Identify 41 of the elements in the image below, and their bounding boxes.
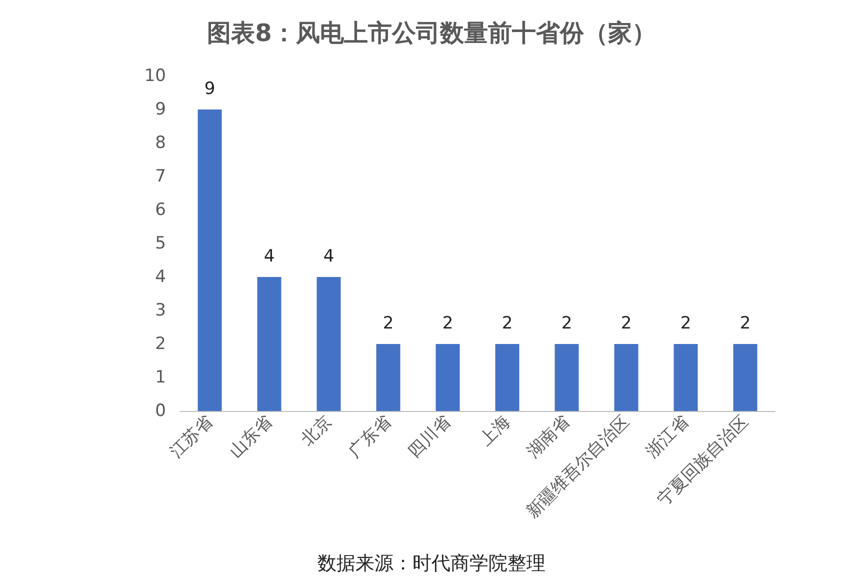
data-label: 2 [740, 314, 751, 334]
data-label: 2 [561, 314, 572, 334]
bar [436, 344, 460, 411]
source-note: 数据来源：时代商学院整理 [318, 552, 546, 574]
bar [674, 344, 698, 411]
y-tick-label: 1 [155, 368, 166, 388]
y-tick-label: 6 [155, 200, 166, 220]
x-tick-label: 湖南省 [524, 412, 574, 462]
y-tick-label: 4 [155, 267, 166, 287]
y-tick-label: 9 [155, 100, 166, 120]
y-tick-label: 0 [155, 401, 166, 421]
bar [257, 277, 282, 411]
y-tick-label: 7 [155, 166, 166, 186]
data-label: 4 [264, 246, 275, 266]
y-tick-label: 10 [144, 66, 166, 86]
data-label: 2 [502, 314, 513, 334]
y-tick-label: 2 [155, 334, 166, 354]
bar [316, 277, 341, 411]
bar [614, 344, 638, 411]
chart-title: 图表8：风电上市公司数量前十省份（家） [207, 19, 656, 47]
x-tick-label: 江苏省 [166, 412, 217, 462]
x-tick-label: 上海 [476, 412, 514, 450]
data-label: 2 [620, 314, 632, 334]
data-label: 4 [323, 246, 334, 266]
x-tick-label: 山东省 [226, 412, 276, 462]
bar [495, 344, 520, 411]
x-tick-label: 广东省 [345, 412, 396, 462]
x-tick-label: 四川省 [404, 412, 455, 462]
x-tick-label: 北京 [298, 412, 336, 450]
bar [733, 344, 758, 411]
y-tick-label: 8 [155, 133, 166, 153]
bar [376, 344, 400, 411]
data-label: 9 [204, 79, 216, 99]
data-label: 2 [680, 314, 692, 334]
data-label: 2 [442, 314, 454, 334]
data-label: 2 [382, 314, 394, 334]
y-tick-label: 5 [155, 234, 166, 254]
bar [554, 344, 579, 411]
y-tick-label: 3 [155, 300, 166, 320]
bar [198, 110, 222, 411]
x-tick-label: 浙江省 [642, 412, 693, 462]
